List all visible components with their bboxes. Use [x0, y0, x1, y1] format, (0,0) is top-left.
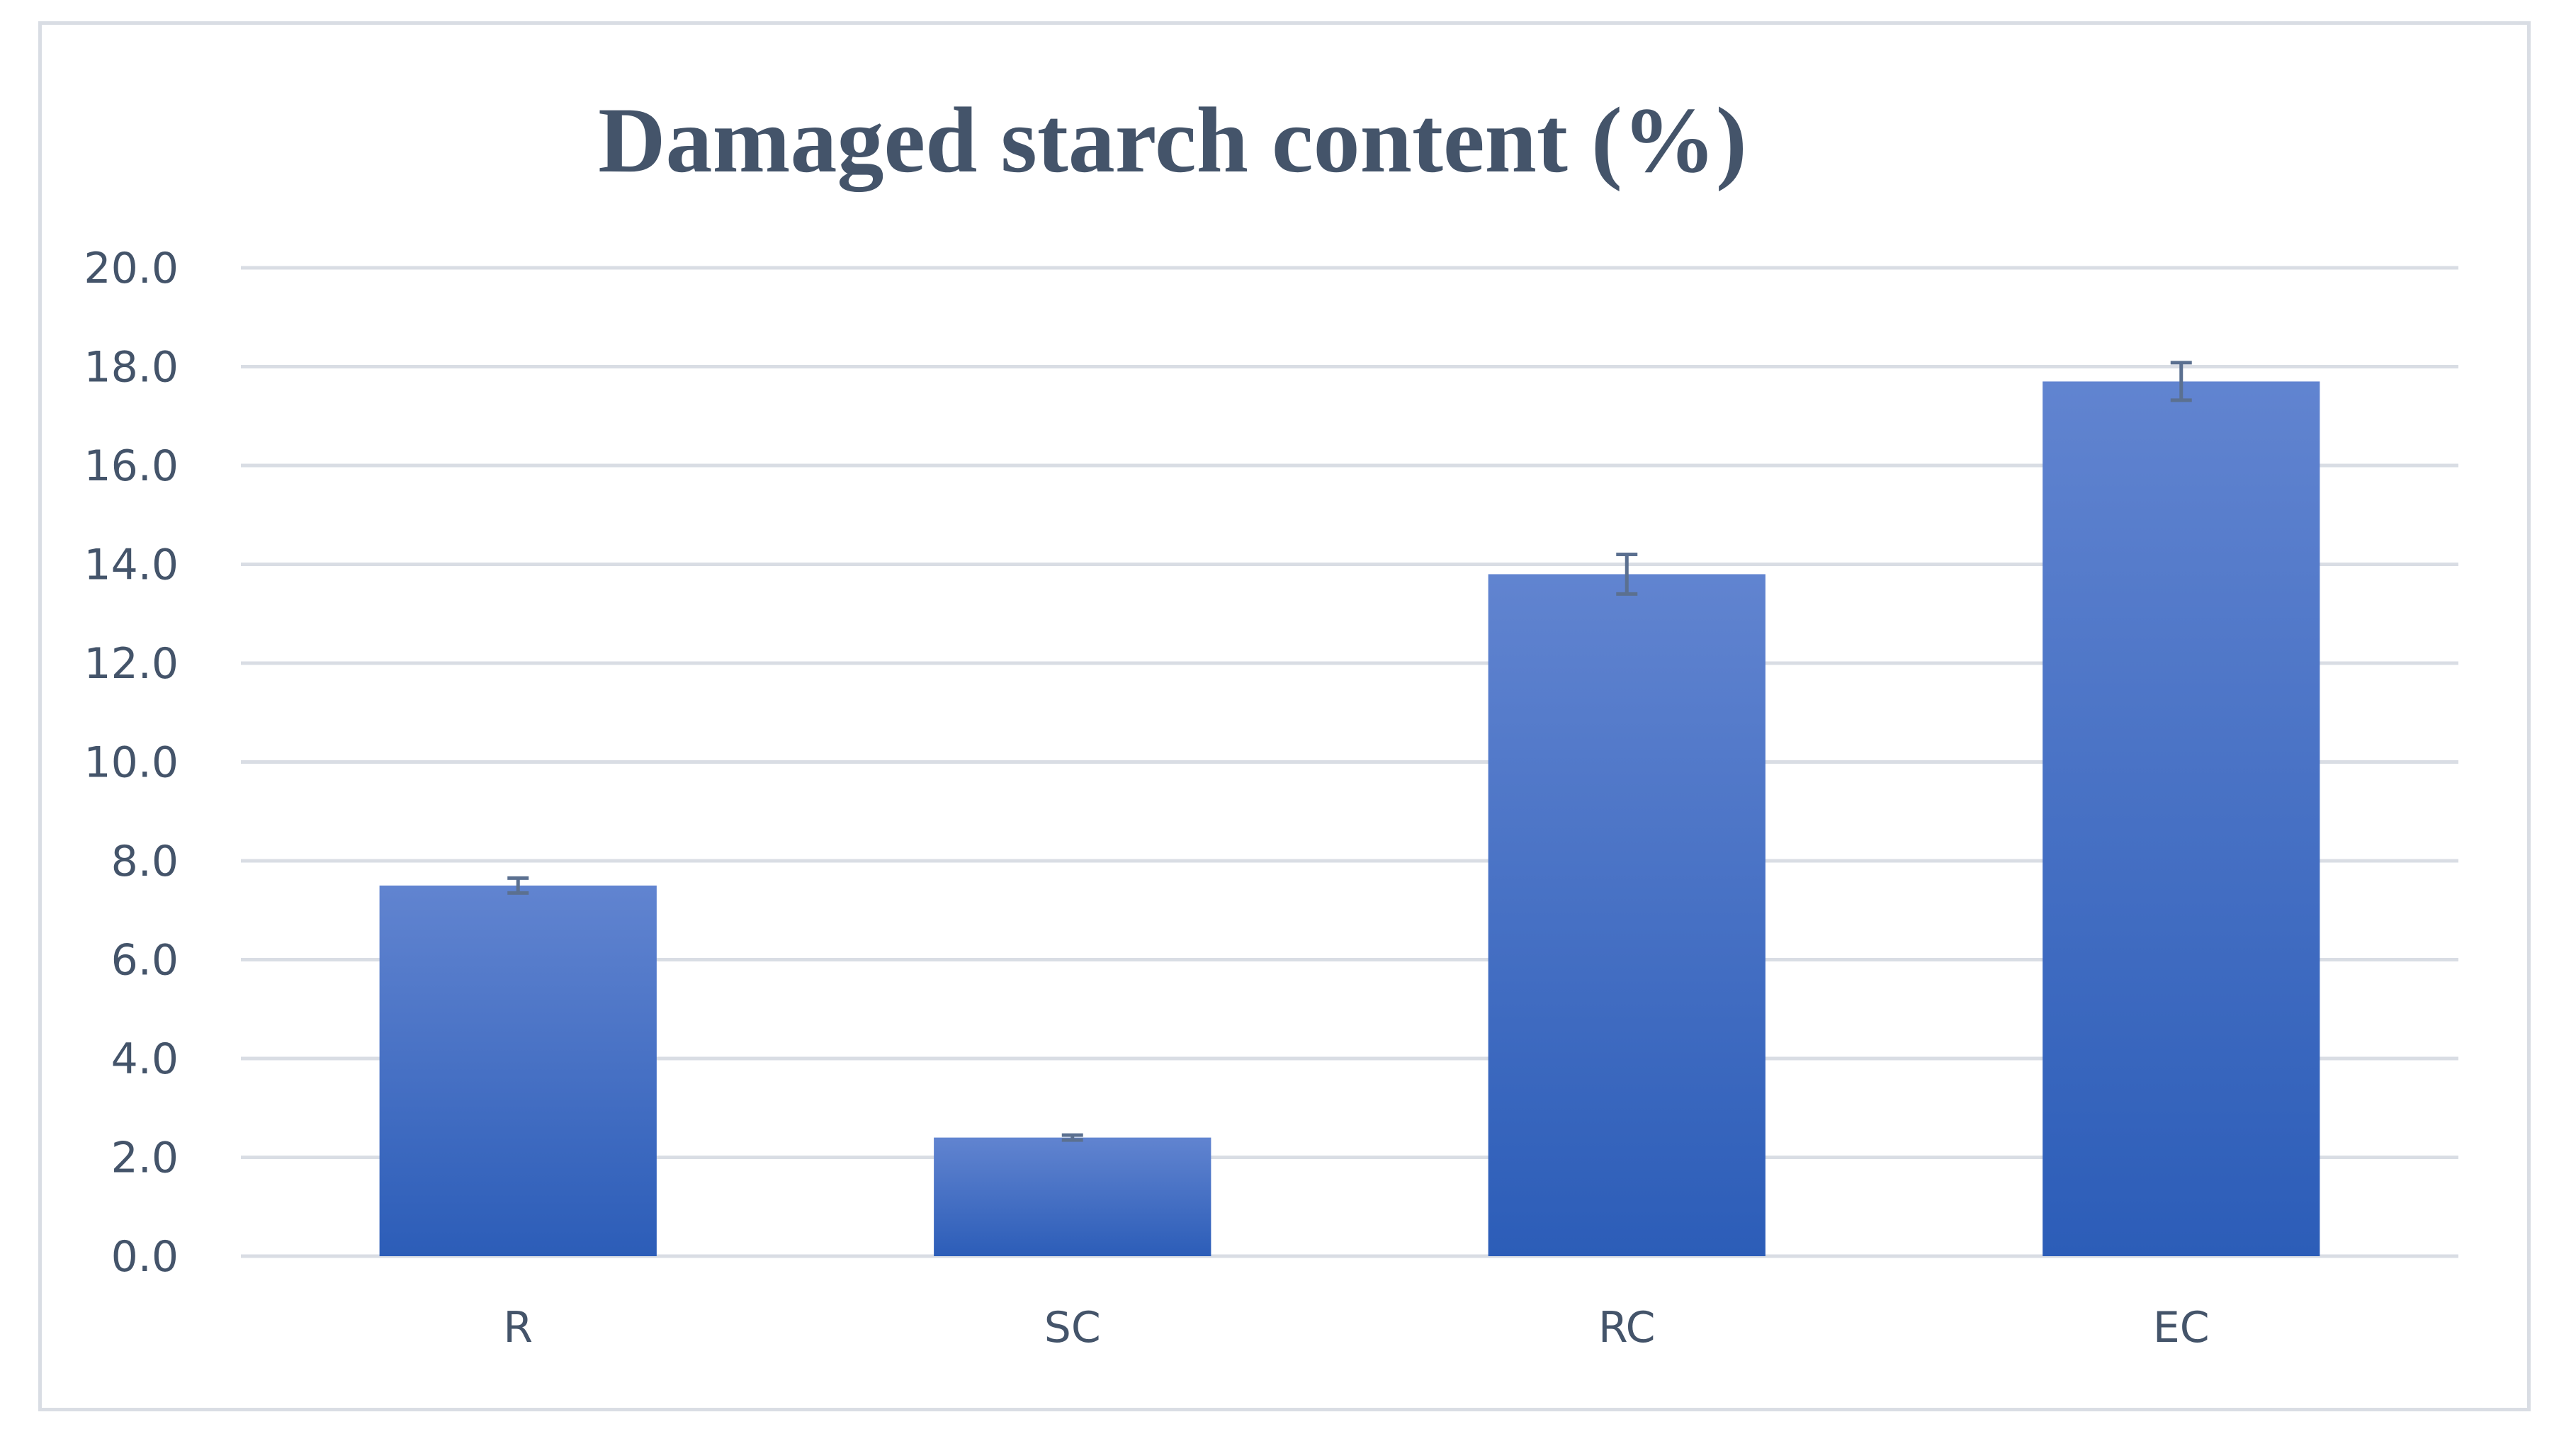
y-tick-label: 2.0: [111, 1134, 179, 1183]
y-axis-tick-labels: 0.0 2.0 4.0 6.0 8.0 10.0 12.0 14.0 16.0 18.0 20.0: [84, 244, 179, 1282]
chart-title: Damaged starch content (%): [598, 88, 1747, 192]
x-category-label: R: [503, 1303, 533, 1353]
error-bar-r: [507, 876, 529, 895]
y-tick-label: 6.0: [111, 936, 179, 986]
x-category-label: SC: [1044, 1303, 1101, 1353]
x-category-label: EC: [2153, 1303, 2210, 1353]
y-tick-label: 10.0: [84, 738, 179, 788]
error-bar-ec: [2170, 361, 2192, 402]
bars: [379, 381, 2320, 1256]
y-tick-label: 18.0: [84, 343, 179, 393]
x-category-label: RC: [1598, 1303, 1656, 1353]
bar-rc: [1488, 574, 1766, 1256]
error-bars: [507, 361, 2192, 1142]
bar-r: [379, 885, 657, 1256]
y-tick-label: 20.0: [84, 244, 179, 293]
y-tick-label: 14.0: [84, 541, 179, 590]
error-bar-rc: [1616, 553, 1638, 596]
bar-ec: [2043, 381, 2320, 1256]
y-tick-label: 4.0: [111, 1034, 179, 1084]
y-tick-label: 12.0: [84, 639, 179, 689]
error-bar-sc: [1061, 1133, 1083, 1142]
bar-sc: [934, 1137, 1211, 1256]
y-tick-label: 0.0: [111, 1232, 179, 1282]
x-axis-category-labels: R SC RC EC: [503, 1303, 2209, 1353]
y-tick-label: 16.0: [84, 441, 179, 491]
y-tick-label: 8.0: [111, 837, 179, 886]
